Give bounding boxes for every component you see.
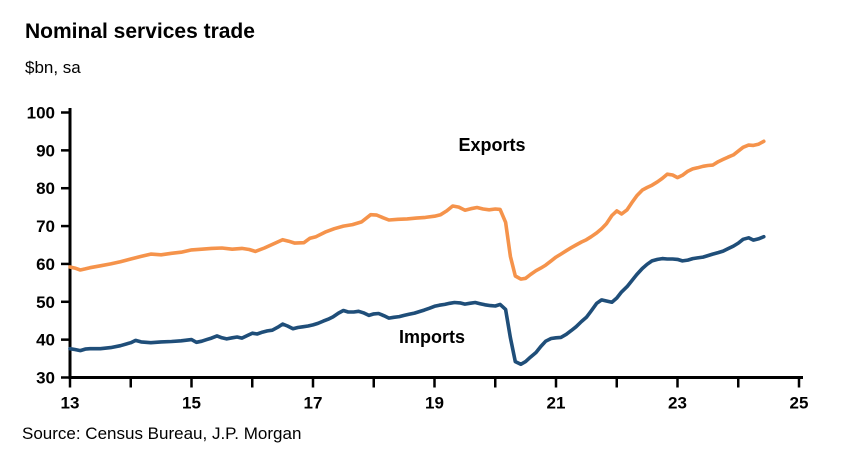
x-tick-label: 17 [304,394,323,413]
source-note: Source: Census Bureau, J.P. Morgan [22,424,302,443]
chart-units-label: $bn, sa [25,58,81,77]
y-tick-label: 100 [27,104,55,123]
exports-series-label: Exports [458,135,525,155]
imports-line [68,234,766,367]
x-tick-label: 15 [182,394,201,413]
x-tick-label: 21 [547,394,566,413]
chart-title: Nominal services trade [25,20,255,43]
y-tick-label: 50 [36,293,55,312]
y-tick-label: 40 [36,331,55,350]
x-tick-label: 23 [668,394,687,413]
exports-line [68,139,766,281]
x-tick-label: 25 [790,394,809,413]
x-tick-label: 13 [61,394,80,413]
y-tick-label: 70 [36,217,55,236]
imports-series-label: Imports [399,327,465,347]
y-tick-label: 30 [36,369,55,388]
y-tick-label: 60 [36,255,55,274]
y-tick-label: 80 [36,179,55,198]
y-tick-label: 90 [36,141,55,160]
x-tick-label: 19 [425,394,444,413]
